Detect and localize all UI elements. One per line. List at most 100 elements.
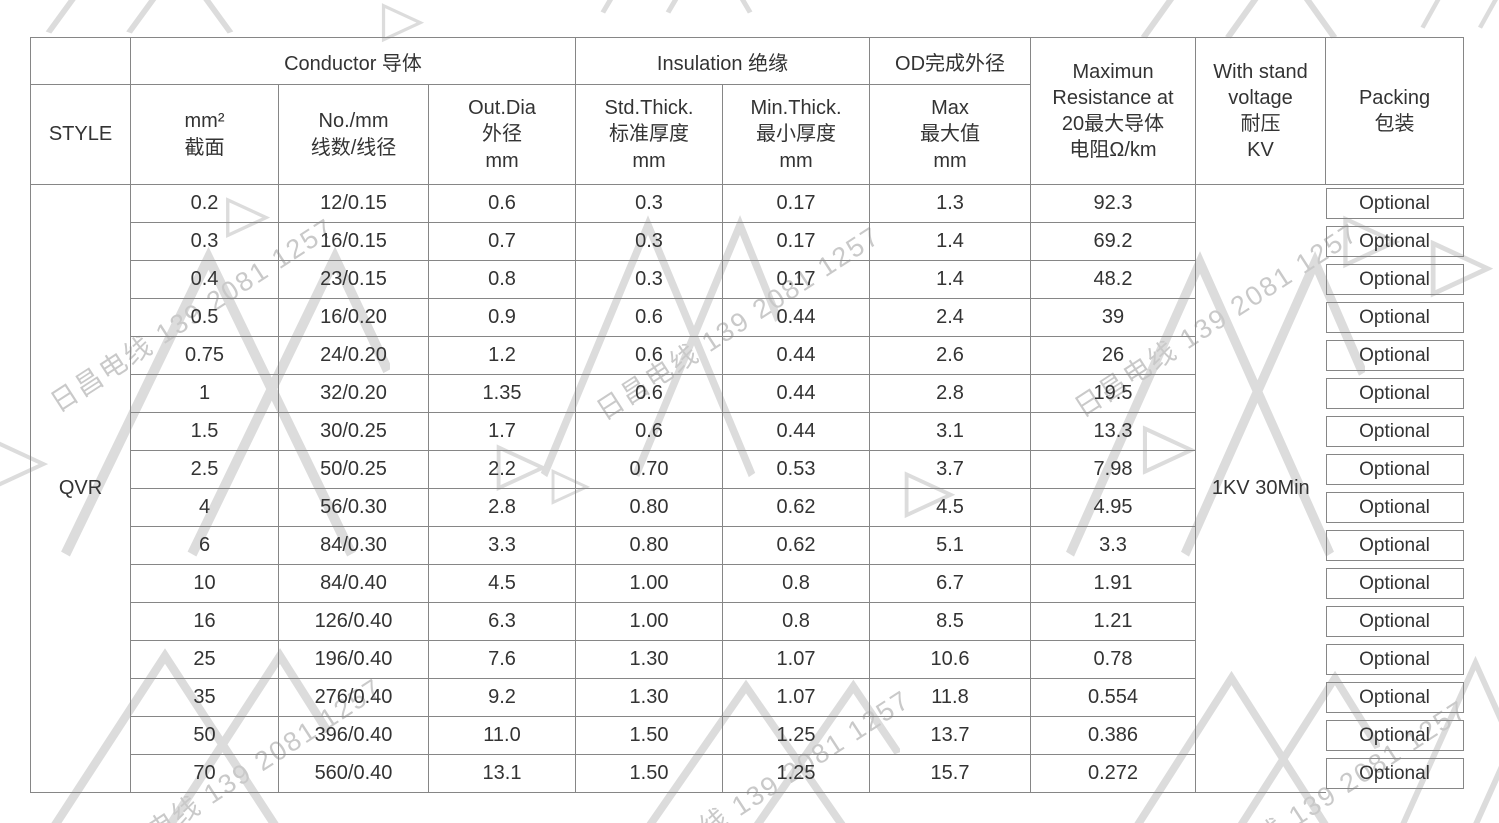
- voltage-value-cell: 1KV 30Min: [1195, 184, 1326, 793]
- packing-cell: Optional: [1325, 527, 1464, 565]
- table-row: 70 560/0.40 13.1 1.50 1.25 15.7 0.272 Optional: [31, 754, 1464, 793]
- packing-value-box: Optional: [1325, 226, 1464, 257]
- maxod-cell: 3.1: [869, 412, 1032, 451]
- minthick-cell: 0.53: [721, 450, 871, 489]
- maxod-cell: 4.5: [869, 488, 1032, 527]
- area-cell: 0.75: [130, 336, 279, 375]
- style-value-cell: QVR: [30, 184, 131, 793]
- stdthick-cell: 0.80: [575, 488, 723, 527]
- watermark-logo-icon: [1140, 0, 1338, 39]
- packing-column-header: Packing 包装: [1325, 37, 1465, 185]
- resistance-cell: 0.78: [1030, 640, 1197, 679]
- packing-cell: Optional: [1325, 223, 1464, 261]
- packing-cell: Optional: [1325, 451, 1464, 489]
- minthick-cell: 1.25: [721, 716, 871, 755]
- table-row: 10 84/0.40 4.5 1.00 0.8 6.7 1.91 Optional: [31, 564, 1464, 603]
- area-cell: 2.5: [130, 450, 279, 489]
- stdthick-cell: 0.3: [575, 260, 723, 299]
- packing-cell: Optional: [1325, 489, 1464, 527]
- outdia-cell: 7.6: [428, 640, 576, 679]
- resistance-cell: 19.5: [1030, 374, 1197, 413]
- outdia-cell: 1.7: [428, 412, 576, 451]
- outdia-cell: 1.35: [428, 374, 576, 413]
- table-row: 0.4 23/0.15 0.8 0.3 0.17 1.4 48.2 Optional: [31, 260, 1464, 299]
- strands-cell: 196/0.40: [278, 640, 429, 679]
- packing-cell: Optional: [1325, 413, 1464, 451]
- outdia-cell: 0.7: [428, 222, 576, 261]
- spec-table: Conductor 导体 Insulation 绝缘 OD完成外径 Maximu…: [30, 37, 1465, 793]
- stdthick-cell: 1.00: [575, 602, 723, 641]
- outdia-cell: 13.1: [428, 754, 576, 793]
- area-cell: 1.5: [130, 412, 279, 451]
- strands-column-header: No./mm 线数/线径: [278, 84, 429, 185]
- strands-cell: 126/0.40: [278, 602, 429, 641]
- packing-value-box: Optional: [1325, 454, 1464, 485]
- table-row: 0.75 24/0.20 1.2 0.6 0.44 2.6 26 Optional: [31, 336, 1464, 375]
- minthick-cell: 0.17: [721, 222, 871, 261]
- minthick-cell: 1.07: [721, 640, 871, 679]
- stdthick-cell: 1.50: [575, 754, 723, 793]
- packing-value-box: Optional: [1325, 644, 1464, 675]
- resistance-cell: 48.2: [1030, 260, 1197, 299]
- strands-cell: 276/0.40: [278, 678, 429, 717]
- resistance-cell: 13.3: [1030, 412, 1197, 451]
- voltage-column-header: With stand voltage 耐压 KV: [1195, 37, 1327, 185]
- table-row: 6 84/0.30 3.3 0.80 0.62 5.1 3.3 Optional: [31, 526, 1464, 565]
- area-cell: 0.4: [130, 260, 279, 299]
- maxod-cell: 13.7: [869, 716, 1032, 755]
- outdia-cell: 4.5: [428, 564, 576, 603]
- packing-value-box: Optional: [1325, 682, 1464, 713]
- strands-cell: 560/0.40: [278, 754, 429, 793]
- minthick-cell: 1.25: [721, 754, 871, 793]
- stdthick-cell: 1.00: [575, 564, 723, 603]
- stdthick-cell: 0.3: [575, 222, 723, 261]
- outdia-cell: 0.9: [428, 298, 576, 337]
- resistance-cell: 69.2: [1030, 222, 1197, 261]
- area-cell: 70: [130, 754, 279, 793]
- stdthick-cell: 0.70: [575, 450, 723, 489]
- outdia-column-header: Out.Dia 外径 mm: [428, 84, 576, 185]
- area-cell: 0.5: [130, 298, 279, 337]
- outdia-cell: 3.3: [428, 526, 576, 565]
- strands-cell: 84/0.40: [278, 564, 429, 603]
- packing-value-box: Optional: [1325, 492, 1464, 523]
- table-row: 0.3 16/0.15 0.7 0.3 0.17 1.4 69.2 Optional: [31, 222, 1464, 261]
- stdthick-cell: 0.6: [575, 298, 723, 337]
- resistance-cell: 0.272: [1030, 754, 1197, 793]
- resistance-cell: 39: [1030, 298, 1197, 337]
- watermark-triangle-icon: [0, 441, 48, 487]
- packing-value-box: Optional: [1325, 606, 1464, 637]
- stdthick-cell: 0.6: [575, 374, 723, 413]
- area-column-header: mm² 截面: [130, 84, 279, 185]
- packing-cell: Optional: [1325, 717, 1464, 755]
- maxod-cell: 6.7: [869, 564, 1032, 603]
- outdia-cell: 11.0: [428, 716, 576, 755]
- packing-value-box: Optional: [1325, 758, 1464, 789]
- area-cell: 4: [130, 488, 279, 527]
- packing-cell: Optional: [1325, 565, 1464, 603]
- od-group-header: OD完成外径: [869, 37, 1032, 85]
- strands-cell: 396/0.40: [278, 716, 429, 755]
- conductor-group-header: Conductor 导体: [130, 37, 576, 85]
- resistance-column-header: Maximun Resistance at 20最大导体 电阻Ω/km: [1030, 37, 1197, 185]
- packing-value-box: Optional: [1325, 568, 1464, 599]
- strands-cell: 84/0.30: [278, 526, 429, 565]
- minthick-cell: 0.62: [721, 526, 871, 565]
- minthick-cell: 0.8: [721, 564, 871, 603]
- resistance-cell: 0.386: [1030, 716, 1197, 755]
- watermark-logo-icon: [1400, 655, 1499, 823]
- maxod-cell: 15.7: [869, 754, 1032, 793]
- outdia-cell: 2.8: [428, 488, 576, 527]
- watermark-logo-icon: [600, 0, 753, 14]
- packing-value-box: Optional: [1325, 340, 1464, 371]
- outdia-cell: 0.6: [428, 184, 576, 223]
- area-cell: 1: [130, 374, 279, 413]
- outdia-cell: 2.2: [428, 450, 576, 489]
- minthick-cell: 0.44: [721, 336, 871, 375]
- maxod-cell: 3.7: [869, 450, 1032, 489]
- minthick-column-header: Min.Thick. 最小厚度 mm: [721, 84, 871, 185]
- table-row: 1.5 30/0.25 1.7 0.6 0.44 3.1 13.3 Optional: [31, 412, 1464, 451]
- resistance-cell: 0.554: [1030, 678, 1197, 717]
- maxod-cell: 1.4: [869, 222, 1032, 261]
